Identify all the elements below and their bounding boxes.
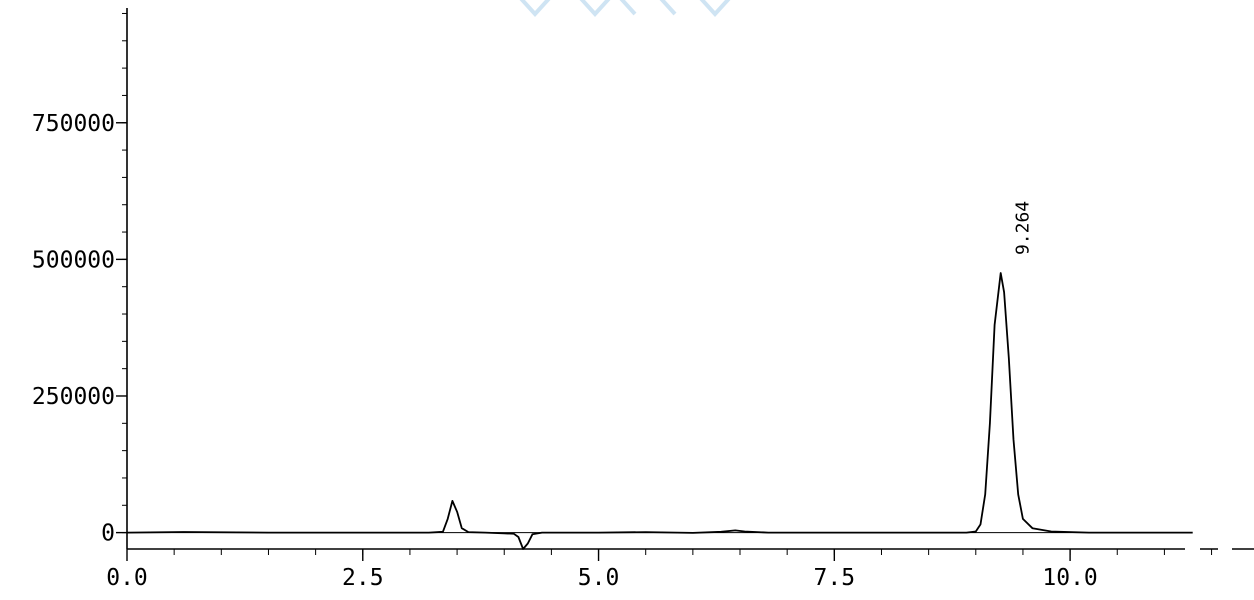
plot-area <box>126 272 1193 550</box>
x-tick-label: 2.5 <box>342 565 384 591</box>
peak-annotations: 9.264 <box>1013 201 1034 255</box>
chart-ticks <box>116 12 1213 561</box>
chart-tick-labels: 0 250000 500000 750000 0.0 2.5 5.0 7.5 10.0 <box>32 111 1098 591</box>
x-tick-label: 5.0 <box>578 565 620 591</box>
x-tick-label: 0.0 <box>106 565 148 591</box>
y-tick-label: 250000 <box>32 384 115 410</box>
y-tick-label: 0 <box>101 521 115 547</box>
watermark-logo <box>519 0 731 17</box>
x-tick-label: 10.0 <box>1042 565 1097 591</box>
peak-retention-time-label: 9.264 <box>1013 201 1034 255</box>
y-tick-label: 500000 <box>32 247 115 273</box>
x-tick-label: 7.5 <box>814 565 856 591</box>
chromatogram-trace <box>126 272 1193 550</box>
y-tick-label: 750000 <box>32 111 115 137</box>
chart-axes <box>126 8 1254 550</box>
